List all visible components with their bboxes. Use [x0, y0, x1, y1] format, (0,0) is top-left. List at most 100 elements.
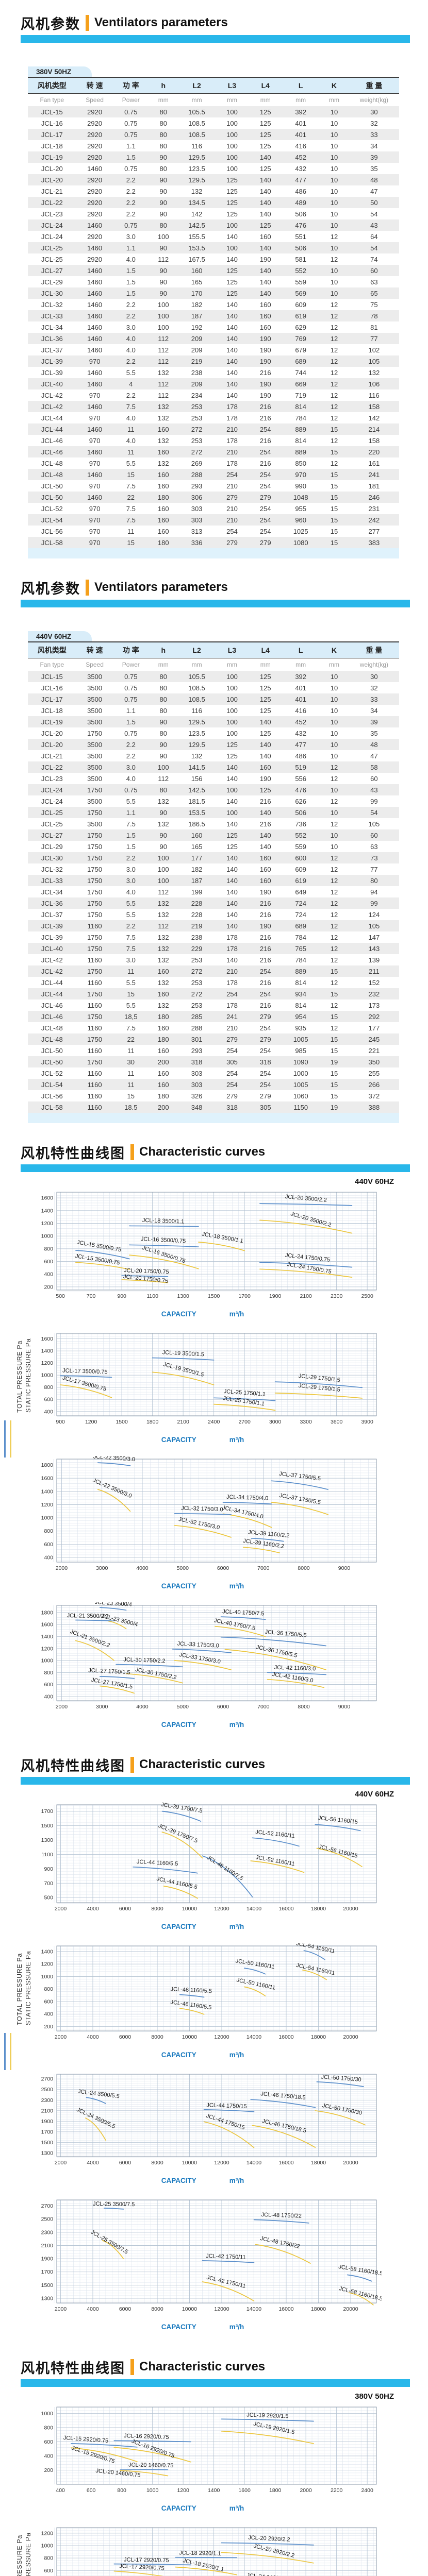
parameters-table-440: 440V 60HZ 风机类型转 速功 率 h L2 L3 L4 L K 重 量 Fan type S… — [28, 631, 399, 1123]
cell: 889 — [282, 446, 320, 457]
cell: 1750 — [76, 897, 113, 909]
y-axis-tick-label: 1200 — [41, 1221, 54, 1227]
cell: 180 — [148, 492, 178, 503]
curve-label: JCL-19 3500/1.5 — [162, 1361, 205, 1378]
curve-total — [75, 1619, 115, 1622]
cell: 43 — [349, 784, 399, 795]
cell: 12 — [330, 323, 338, 331]
cell: 140 — [226, 774, 238, 783]
section-header: 风机特性曲线图 Characteristic curves — [21, 1143, 428, 1161]
cell: JCL-25 — [28, 807, 76, 818]
cell: 140 — [226, 910, 238, 919]
cell: 1460 — [87, 164, 103, 173]
cell: 80 — [159, 684, 168, 692]
curve-total — [71, 2443, 138, 2448]
cell: 292 — [349, 1011, 399, 1022]
cell: 2.2 — [113, 355, 149, 367]
x-axis-tick-label: 14000 — [246, 2160, 261, 2166]
cell: 12 — [330, 414, 338, 422]
y-axis-tick-label: 800 — [44, 1384, 53, 1391]
curve-static — [125, 1673, 184, 1684]
x-axis-tick-label: 2000 — [300, 2487, 312, 2494]
curve-label: JCL-16 3500/0.75 — [141, 1236, 186, 1245]
x-axis-tick-label: 2000 — [55, 1906, 67, 1912]
curve-static — [179, 2008, 205, 2015]
table-row: JCL-44 1750 15 160 272 254 254 934 15 232 — [28, 988, 399, 999]
cell: 12 — [330, 300, 338, 309]
curve-static — [71, 2447, 138, 2462]
table-header-row: 风机类型转 速功 率 h L2 L3 L4 L K 重 量 — [28, 642, 399, 658]
cell: 970 — [282, 469, 320, 480]
curve-total — [179, 1994, 205, 1998]
cell: 90 — [159, 210, 168, 218]
capacity-unit: m³/h — [229, 2504, 244, 2512]
total-curve-swatch — [4, 1420, 6, 1458]
column-header: 转 速 — [76, 78, 113, 94]
cell: 1.5 — [126, 842, 136, 851]
y-axis-tick-label: 2100 — [41, 2243, 54, 2249]
y-axis-tick-label: 1700 — [41, 2269, 54, 2275]
cell: 39 — [349, 716, 399, 727]
cell: 160 — [157, 1024, 169, 1032]
cell: 32 — [370, 119, 378, 127]
cell: 889 — [282, 965, 320, 977]
cell: 112 — [158, 255, 169, 263]
capacity-label: CAPACITY m³/h — [24, 1310, 382, 1318]
cell: 1460 — [87, 300, 103, 309]
x-axis-tick-label: 4000 — [87, 2160, 99, 2166]
cell: JCL-54 — [28, 514, 76, 526]
curve-total — [203, 2109, 255, 2112]
curve-total — [99, 1676, 135, 1679]
table-row: JCL-50 1750 30 200 318 305 318 1090 19 350 — [28, 1056, 399, 1067]
capacity-unit: m³/h — [229, 1582, 244, 1590]
y-axis-tick-label: 700 — [44, 1880, 53, 1887]
cell: 254 — [259, 1046, 271, 1055]
cell: 303 — [178, 514, 216, 526]
cell: 1750 — [76, 1056, 113, 1067]
y-axis-tick-label: 1000 — [41, 1515, 54, 1521]
chart-gutter: TOTAL PRESSURE Pa STATIC PRESSURE Pa — [0, 2524, 32, 2576]
cell: 216 — [259, 436, 271, 445]
curve-static — [215, 1625, 266, 1637]
cell: JCL-15 — [28, 106, 76, 117]
cell: 142 — [191, 210, 203, 218]
cell: 90 — [159, 187, 168, 195]
y-axis-tick-label: 1500 — [41, 2282, 54, 2289]
cell: 242 — [349, 514, 399, 526]
table-bottom-strip — [28, 548, 399, 558]
cell: 279 — [249, 1011, 283, 1022]
cell: JCL-19 — [28, 716, 76, 727]
cell: 80 — [159, 142, 168, 150]
table-row: JCL-52 970 7.5 160 303 210 254 955 15 231 — [28, 503, 399, 514]
cell: 15 — [127, 1092, 135, 1100]
cell: 100 — [226, 706, 238, 715]
cell: 3.0 — [126, 956, 136, 964]
cell: 10 — [330, 119, 338, 127]
cell: 48 — [349, 739, 399, 750]
table-row: JCL-19 2920 1.5 90 129.5 100 140 452 10 39 — [28, 151, 399, 163]
cell: 4.0 — [126, 774, 136, 783]
x-axis-tick-label: 2000 — [56, 1565, 68, 1571]
cell: 581 — [295, 255, 307, 263]
cell: 4.0 — [126, 436, 136, 445]
table-row: JCL-44 970 4.0 132 253 178 216 784 12 142 — [28, 412, 399, 423]
cell: 2920 — [87, 119, 103, 127]
cell: 970 — [89, 527, 101, 535]
cell: 22 — [113, 492, 149, 503]
x-axis-tick-label: 2200 — [331, 2487, 343, 2494]
cell: 254 — [215, 469, 249, 480]
cell: 1750 — [87, 865, 103, 873]
cell: JCL-40 — [28, 943, 76, 954]
y-axis-tick-label: 800 — [44, 2425, 53, 2431]
cell: 506 — [282, 242, 320, 253]
curve-total — [121, 1275, 169, 1277]
cell: 140 — [215, 920, 249, 931]
cell: 254 — [249, 988, 283, 999]
cell: 160 — [178, 265, 216, 276]
cell: 58 — [349, 761, 399, 773]
table-row: JCL-46 1750 18,5 180 285 241 279 954 15 292 — [28, 1011, 399, 1022]
cell: 2920 — [87, 210, 103, 218]
cyan-divider — [21, 1164, 410, 1172]
cell: 1160 — [76, 1101, 113, 1113]
cell: 30 — [349, 671, 399, 682]
